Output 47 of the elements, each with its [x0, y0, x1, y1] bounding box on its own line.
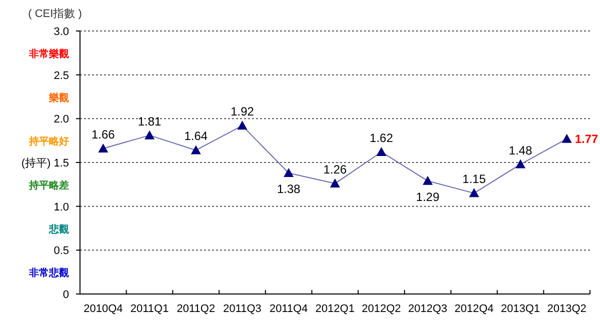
point [98, 143, 108, 152]
x-tick-label: 2011Q2 [176, 303, 216, 315]
point [284, 168, 294, 178]
x-tick-label: 2012Q1 [315, 303, 355, 315]
data-label: 1.26 [323, 162, 347, 177]
x-tick-label: 2013Q1 [500, 303, 540, 315]
y-tick-label: (持平) 1.5 [21, 158, 69, 170]
data-label: 1.92 [230, 104, 254, 119]
data-label: 1.15 [462, 172, 486, 186]
x-tick-label: 2012Q3 [408, 303, 448, 315]
x-tick-label: 2011Q1 [130, 303, 169, 315]
point [190, 145, 201, 154]
data-label: 1.62 [370, 130, 394, 145]
y-tick-label: 非常悲觀 [28, 267, 69, 280]
x-tick-label: 2012Q4 [454, 303, 494, 315]
y-tick-label: 非常樂觀 [28, 48, 69, 60]
y-tick-label: 1.0 [54, 201, 69, 214]
x-tick-label: 2013Q2 [547, 303, 586, 315]
x-tick-label: 2011Q3 [223, 303, 262, 315]
y-tick-label: 持平略差 [28, 179, 69, 192]
x-tick-label: 2012Q2 [362, 303, 401, 315]
x-tick-label: 2011Q4 [269, 303, 308, 315]
point [237, 120, 248, 130]
y-tick-label: 悲觀 [48, 223, 69, 236]
point [422, 176, 433, 185]
data-label: 1.77 [574, 132, 598, 146]
data-label: 1.64 [184, 129, 208, 144]
y-tick-label: 樂觀 [48, 92, 69, 104]
data-label: 1.29 [416, 190, 440, 204]
data-label: 1.48 [508, 143, 532, 158]
data-label: 1.66 [92, 127, 116, 142]
y-tick-label: 2.0 [54, 114, 69, 126]
y-tick-label: 3.0 [54, 26, 69, 38]
y-tick-label: 0.5 [54, 245, 69, 258]
point [144, 130, 155, 140]
y-tick-label: 0 [62, 289, 69, 301]
data-label: 1.38 [276, 182, 301, 196]
title: ( CEI指數 ) [28, 8, 82, 20]
point [515, 159, 526, 168]
data-label: 1.81 [138, 114, 162, 128]
point [330, 178, 340, 188]
point [469, 188, 480, 198]
y-tick-label: 2.5 [54, 70, 69, 82]
y-tick-label: 持平略好 [28, 136, 69, 148]
x-tick-label: 2010Q4 [84, 303, 123, 315]
point [376, 146, 386, 156]
point [562, 134, 572, 143]
